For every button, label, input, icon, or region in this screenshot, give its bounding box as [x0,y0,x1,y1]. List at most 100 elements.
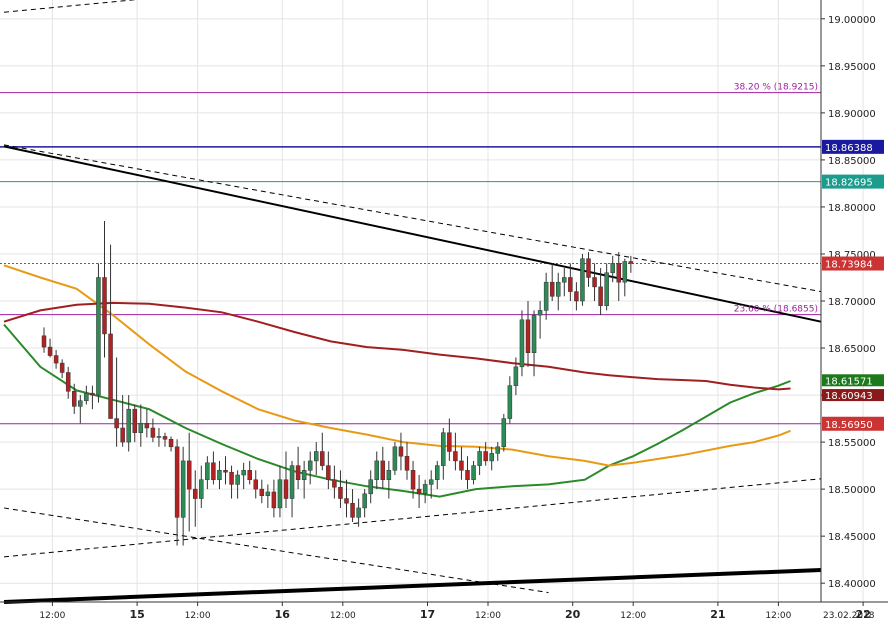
price-tick-label: 18.55000 [828,438,876,449]
price-tick-label: 18.85000 [828,156,876,167]
candle-body [338,486,343,499]
candle-body [501,418,507,448]
candle-body [459,460,464,471]
candle-body [277,479,283,509]
price-level-badge [822,256,884,271]
candle-body [41,335,47,348]
red-level-badge-label: 18.56950 [825,420,873,431]
candle-body [47,346,53,356]
fib-236-label: 23.60 % (18.6855) [734,305,818,315]
price-tick-label: 18.40000 [828,579,876,590]
candle-body [404,455,410,471]
candle-body [422,484,428,495]
candle-body [386,470,392,480]
candle-body [374,460,379,480]
candle-body [326,465,331,480]
candle-body [307,460,313,471]
price-tick-label: 18.95000 [828,62,876,73]
candle-body [253,479,258,490]
red-level-badge [822,416,884,431]
candle-body [592,277,597,288]
candle-body [168,439,174,448]
time-label: 22 [855,608,870,621]
time-label: 23.02.2018 [823,611,875,621]
price-tick-label: 19.00000 [828,15,876,26]
candle-body [241,470,246,476]
price-tick-label: 18.80000 [828,203,876,214]
candle-body [199,479,204,499]
candle-body [150,427,156,438]
candle-body [519,319,525,368]
candle-body [610,263,615,274]
blue-level-badge-label: 18.86388 [825,143,873,154]
candle-body [483,451,488,462]
time-label: 16 [275,608,291,621]
candle-body [471,465,476,480]
support-trendline [3,568,822,604]
candle-body [428,479,434,485]
candle-body [598,286,603,306]
candle-body [495,446,500,454]
candle-body [78,400,83,407]
candle-body [186,460,192,490]
candle-body [580,258,585,302]
candle-body [320,451,325,466]
candle-body [604,272,609,306]
candle-body [350,502,355,518]
trend-lines [3,0,822,604]
candle-body [301,470,307,480]
candle-body [628,261,634,264]
candle-body [295,465,301,480]
candle-body [543,281,549,311]
candle-body [156,436,162,438]
ma-badge-label-red: 18.60943 [825,391,873,402]
candle-body [332,479,337,488]
teal-level-badge [822,174,884,189]
teal-level-badge-label: 18.82695 [825,178,873,189]
horizontal-levels [0,92,821,425]
candle-body [259,488,265,496]
time-label: 21 [710,608,725,621]
candle-body [132,408,137,433]
candle-body [537,310,543,316]
candle-body [193,488,198,499]
candle-body [410,470,416,490]
candle-body [120,427,125,443]
lower-channel-dashed [3,478,822,558]
candle-body [435,465,440,480]
candle-body [211,462,216,480]
candle-body [84,392,89,401]
candle-body [574,291,579,302]
candle-body [368,479,373,495]
candle-body [513,366,519,386]
candle-body [477,451,482,466]
ma-badge-green [822,374,884,387]
candle-body [465,470,470,480]
candle-body [114,418,119,429]
candle-body [72,391,77,407]
candle-body [568,277,573,292]
time-label: 12:00 [330,611,356,621]
price-tick-label: 18.65000 [828,344,876,355]
candle-body [441,432,446,466]
candle-body [562,277,567,283]
candle-body [453,451,458,462]
candle-body [507,385,513,419]
time-label: 12:00 [765,611,791,621]
time-label: 12:00 [475,611,501,621]
candle-body [90,392,95,396]
candles [41,221,634,546]
candle-body [398,446,404,457]
candle-body [525,319,531,353]
candle-body [616,263,621,283]
grid [0,0,864,602]
upper-channel-dashed [3,144,822,293]
candle-body [380,460,386,480]
candle-body [271,491,277,509]
ma-badge-red [822,389,884,402]
candle-body [356,507,361,518]
ma-badge-label-green: 18.61571 [825,376,873,387]
candle-body [126,408,131,443]
candle-body [289,465,295,499]
